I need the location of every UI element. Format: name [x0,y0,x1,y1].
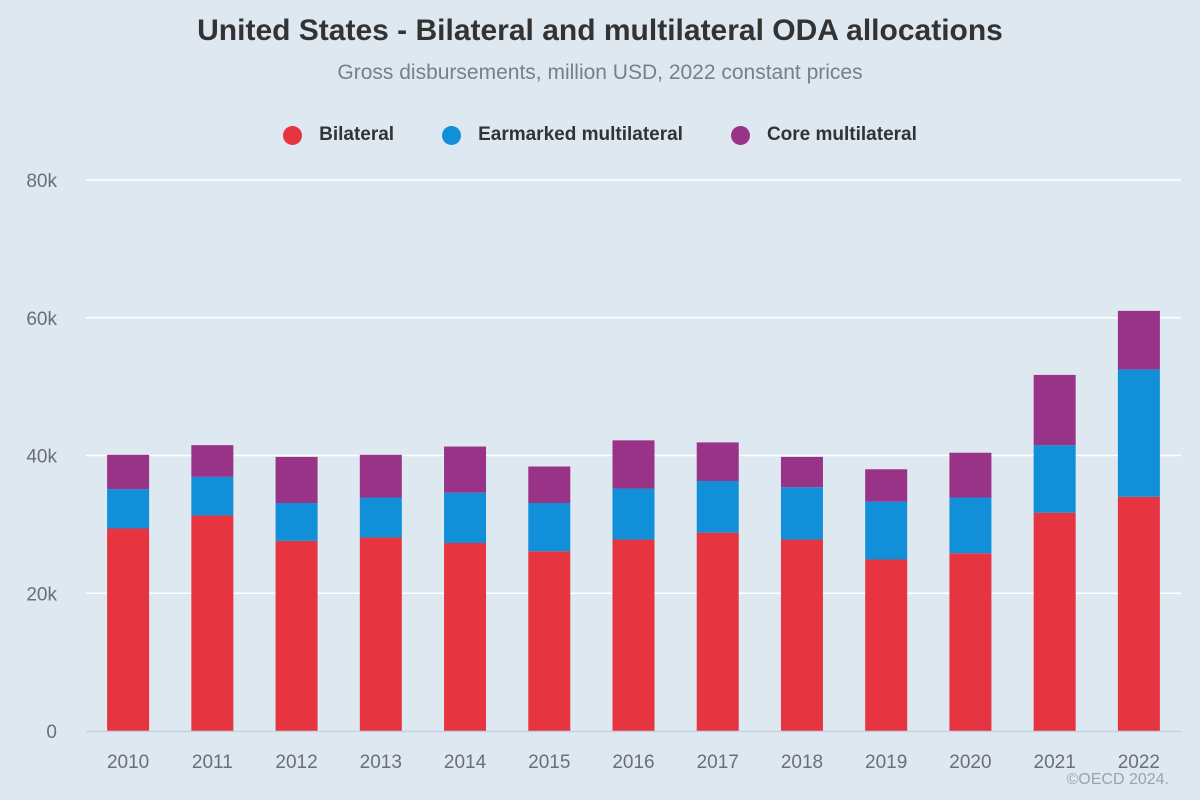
legend-item-earmarked-multilateral[interactable]: Earmarked multilateral [442,124,683,146]
bar-bilateral-2012 [275,540,318,731]
x-tick-label: 2011 [192,752,233,773]
legend-marker-earmarked-multilateral [442,125,462,145]
legend-item-bilateral[interactable]: Bilateral [283,124,394,146]
bar-earmarked-multilateral-2011 [191,476,234,516]
bar-earmarked-multilateral-2014 [444,492,487,543]
legend-label-bilateral: Bilateral [319,124,395,145]
chart-title: United States - Bilateral and multilater… [197,14,1003,47]
legend-marker-core-multilateral [730,125,750,145]
y-tick-label: 40k [26,447,57,468]
bar-core-multilateral-2013 [359,454,402,498]
x-tick-label: 2010 [107,752,149,773]
bar-earmarked-multilateral-2019 [865,501,908,560]
x-tick-label: 2014 [444,752,487,773]
x-tick-label: 2020 [949,752,991,773]
x-tick-label: 2022 [1118,752,1160,773]
bar-core-multilateral-2014 [444,446,487,493]
bar-earmarked-multilateral-2021 [1033,445,1076,513]
bar-core-multilateral-2015 [528,466,571,504]
copyright-credit: ©OECD 2024. [1066,771,1170,788]
bar-bilateral-2022 [1117,496,1160,731]
bar-bilateral-2016 [612,539,655,731]
x-tick-label: 2012 [275,752,317,773]
bar-bilateral-2015 [528,551,571,731]
bar-earmarked-multilateral-2012 [275,503,318,541]
y-tick-label: 60k [26,309,57,330]
bar-bilateral-2020 [949,553,992,731]
y-tick-label: 0 [46,722,57,743]
legend-marker-bilateral [283,125,303,145]
x-tick-label: 2013 [360,752,402,773]
bar-earmarked-multilateral-2016 [612,488,655,540]
legend-label-earmarked-multilateral: Earmarked multilateral [478,124,683,145]
bar-bilateral-2021 [1033,512,1076,731]
bar-core-multilateral-2018 [780,456,823,488]
bar-earmarked-multilateral-2015 [528,503,571,552]
bar-earmarked-multilateral-2017 [696,480,739,533]
legend-item-core-multilateral[interactable]: Core multilateral [730,124,917,146]
y-tick-label: 80k [26,171,57,192]
bar-core-multilateral-2020 [949,452,992,498]
legend-label-core-multilateral: Core multilateral [766,124,917,145]
bar-core-multilateral-2011 [191,445,234,477]
bar-core-multilateral-2012 [275,456,318,504]
bar-earmarked-multilateral-2020 [949,497,992,554]
x-tick-label: 2019 [865,752,907,773]
bar-earmarked-multilateral-2018 [780,487,823,540]
bar-bilateral-2014 [444,542,487,731]
bar-core-multilateral-2017 [696,442,739,481]
bar-bilateral-2010 [107,528,150,731]
bar-earmarked-multilateral-2022 [1117,369,1160,497]
x-tick-label: 2021 [1034,752,1076,773]
y-tick-label: 20k [26,584,57,605]
legend: Bilateral Earmarked multilateral Core mu… [0,124,1200,146]
x-tick-label: 2018 [781,752,823,773]
x-tick-label: 2017 [697,752,739,773]
bar-bilateral-2017 [696,532,739,731]
x-tick-label: 2016 [612,752,654,773]
bar-core-multilateral-2010 [107,454,150,490]
bar-core-multilateral-2019 [865,469,908,502]
bar-bilateral-2018 [780,539,823,731]
bar-core-multilateral-2016 [612,440,655,489]
bar-bilateral-2019 [865,559,908,731]
bar-core-multilateral-2022 [1117,310,1160,370]
x-tick-label: 2015 [528,752,570,773]
bar-bilateral-2011 [191,515,234,731]
bar-earmarked-multilateral-2013 [359,497,402,538]
bar-core-multilateral-2021 [1033,374,1076,446]
bar-earmarked-multilateral-2010 [107,489,150,529]
chart-subtitle: Gross disbursements, million USD, 2022 c… [337,61,863,84]
bar-bilateral-2013 [359,537,402,731]
